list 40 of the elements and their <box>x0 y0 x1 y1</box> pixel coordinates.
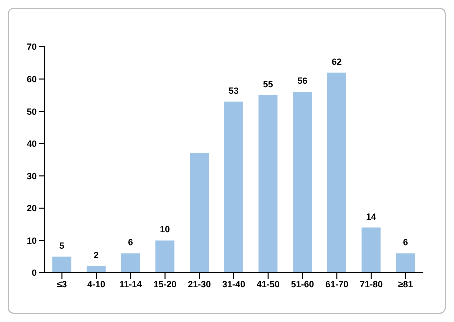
data-label: 2 <box>94 250 99 261</box>
x-tick-label: 4-10 <box>88 279 106 290</box>
y-tick-label: 20 <box>26 204 37 214</box>
data-label: 55 <box>263 79 274 90</box>
x-tick-label: 11-14 <box>120 279 142 290</box>
x-tick-label: ≥81 <box>398 279 414 290</box>
data-label: 14 <box>366 212 376 222</box>
y-tick-label: 40 <box>26 139 37 150</box>
bar <box>327 72 346 273</box>
data-label: 6 <box>403 238 408 248</box>
bar <box>362 228 381 273</box>
x-tick-label: 71-80 <box>360 279 383 290</box>
bar <box>121 254 140 273</box>
x-tick-label: 41-50 <box>256 279 280 290</box>
x-tick-label: 15-20 <box>154 279 177 290</box>
bar <box>293 92 312 273</box>
y-tick-label: 30 <box>26 171 37 182</box>
x-tick-label: 21-30 <box>188 279 212 290</box>
data-label: 53 <box>228 86 239 96</box>
y-tick-label: 0 <box>32 268 37 278</box>
data-label: 10 <box>160 224 170 235</box>
bar <box>86 266 106 273</box>
bar <box>190 154 210 273</box>
y-tick-label: 50 <box>26 106 37 117</box>
x-tick-label: 51-60 <box>291 279 314 290</box>
y-tick-label: 70 <box>26 42 37 52</box>
bar <box>258 95 278 273</box>
x-tick-label: 31-40 <box>222 279 246 290</box>
y-tick-label: 60 <box>26 74 37 84</box>
x-tick-label: ≤3 <box>57 279 68 290</box>
data-label: 62 <box>332 56 342 67</box>
data-label: 56 <box>298 76 308 86</box>
y-tick-label: 10 <box>26 236 37 246</box>
bar <box>156 240 175 273</box>
data-label: 6 <box>128 238 134 248</box>
data-label: 5 <box>60 240 65 251</box>
bar <box>52 256 72 273</box>
bar <box>396 254 416 273</box>
bar <box>224 102 244 273</box>
x-tick-label: 61-70 <box>326 279 349 290</box>
